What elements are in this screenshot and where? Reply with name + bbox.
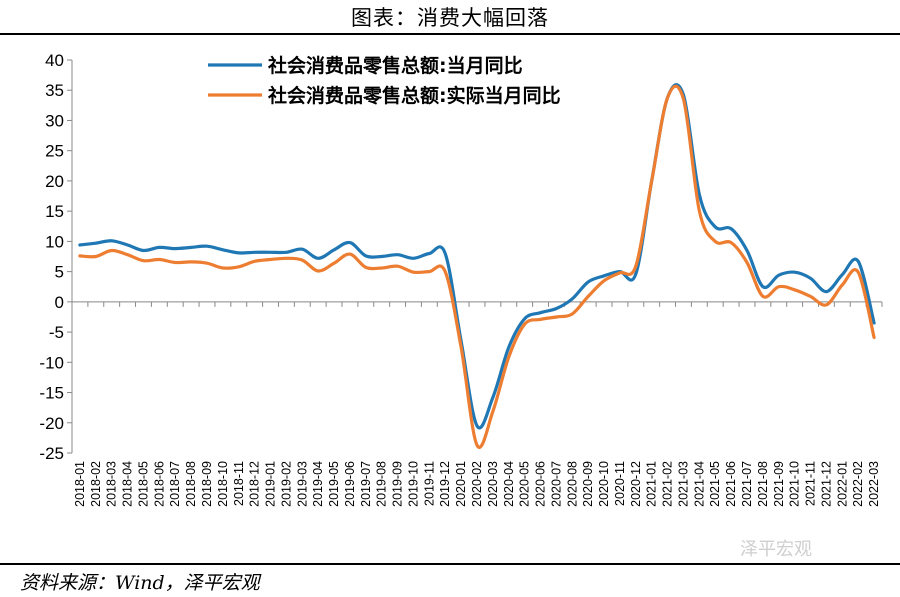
y-tick-label: 30 — [45, 111, 64, 130]
watermark: 泽平宏观 — [740, 539, 812, 560]
x-tick-label: 2020-08 — [565, 461, 579, 507]
x-tick-label: 2020-06 — [534, 461, 548, 507]
y-tick-label: 35 — [45, 81, 64, 100]
x-tick-label: 2018-07 — [168, 461, 182, 507]
x-tick-label: 2020-09 — [581, 461, 595, 507]
series-line-2 — [78, 84, 876, 449]
page-title: 图表：消费大幅回落 — [351, 6, 549, 30]
y-tick-label: 25 — [45, 142, 64, 161]
y-tick-label: -10 — [39, 353, 64, 372]
x-tick-label: 2021-12 — [819, 461, 833, 507]
x-tick-label: 2020-12 — [629, 461, 643, 507]
x-tick-label: 2022-03 — [867, 461, 881, 507]
source-note: 资料来源：Wind，泽平宏观 — [20, 572, 260, 594]
x-tick-label: 2021-11 — [804, 461, 818, 506]
x-tick-label: 2021-05 — [708, 461, 722, 507]
y-tick-label: 10 — [45, 232, 64, 251]
x-tick-label: 2018-04 — [121, 461, 135, 507]
y-tick-label: -15 — [39, 384, 64, 403]
x-tick-label: 2021-03 — [676, 461, 690, 507]
y-tick-label: -5 — [49, 323, 64, 342]
x-tick-label: 2018-01 — [73, 461, 87, 507]
x-tick-label: 2018-02 — [89, 461, 103, 507]
x-tick-label: 2021-01 — [645, 461, 659, 507]
x-tick-label: 2020-10 — [597, 461, 611, 507]
y-tick-label: 5 — [55, 263, 64, 282]
x-tick-label: 2021-07 — [740, 461, 754, 507]
x-tick-label: 2021-08 — [756, 461, 770, 507]
x-tick-label: 2018-10 — [216, 461, 230, 507]
x-tick-label: 2018-11 — [232, 461, 246, 506]
x-tick-label: 2019-07 — [359, 461, 373, 507]
series-line-1 — [78, 83, 876, 430]
y-tick-label: 20 — [45, 172, 64, 191]
legend-label-2: 社会消费品零售总额:实际当月同比 — [267, 84, 561, 107]
top-rule — [0, 33, 900, 35]
x-tick-label: 2020-05 — [518, 461, 532, 507]
x-tick-label: 2021-10 — [788, 461, 802, 507]
x-tick-label: 2022-02 — [851, 461, 865, 507]
x-tick-label: 2019-05 — [327, 461, 341, 507]
y-tick-label: -25 — [39, 444, 64, 463]
y-tick-label: -20 — [39, 414, 64, 433]
y-axis-ticks: -25 -20 -15 -10 -5 0 5 10 15 20 25 30 35 40 — [39, 51, 72, 463]
legend-label-1: 社会消费品零售总额:当月同比 — [267, 54, 523, 77]
x-tick-label: 2020-02 — [470, 461, 484, 507]
x-tick-label: 2021-06 — [724, 461, 738, 507]
x-tick-label: 2020-04 — [502, 461, 516, 507]
x-tick-label: 2020-07 — [549, 461, 563, 507]
x-tick-label: 2019-08 — [375, 461, 389, 507]
x-tick-label: 2019-04 — [311, 461, 325, 507]
x-tick-label: 2021-09 — [772, 461, 786, 507]
x-tick-label: 2020-01 — [454, 461, 468, 507]
x-tick-label: 2019-06 — [343, 461, 357, 507]
x-tick-label: 2019-11 — [422, 461, 436, 506]
x-tick-label: 2018-06 — [152, 461, 166, 507]
x-tick-label: 2019-02 — [279, 461, 293, 507]
bottom-rule — [0, 563, 900, 565]
x-tick-label: 2019-03 — [295, 461, 309, 507]
x-tick-label: 2019-12 — [438, 461, 452, 507]
x-tick-label: 2018-03 — [105, 461, 119, 507]
x-axis-ticks: 2018-01 2018-02 2018-03 2018-04 2018-05 2018-… — [71, 301, 883, 507]
x-tick-label: 2022-01 — [835, 461, 849, 507]
chart-series — [78, 83, 876, 449]
x-tick-label: 2018-09 — [200, 461, 214, 507]
chart-axes — [71, 60, 882, 453]
x-tick-label: 2018-05 — [136, 461, 150, 507]
x-tick-label: 2020-03 — [486, 461, 500, 507]
x-tick-label: 2018-08 — [184, 461, 198, 507]
x-tick-label: 2021-02 — [661, 461, 675, 507]
x-tick-label: 2019-01 — [264, 461, 278, 507]
y-tick-label: 0 — [55, 293, 64, 312]
x-tick-label: 2021-04 — [692, 461, 706, 507]
x-tick-label: 2019-10 — [406, 461, 420, 507]
x-tick-label: 2018-12 — [248, 461, 262, 507]
y-tick-label: 15 — [45, 202, 64, 221]
x-tick-label: 2019-09 — [391, 461, 405, 507]
x-tick-label: 2020-11 — [613, 461, 627, 506]
y-tick-label: 40 — [45, 51, 64, 70]
